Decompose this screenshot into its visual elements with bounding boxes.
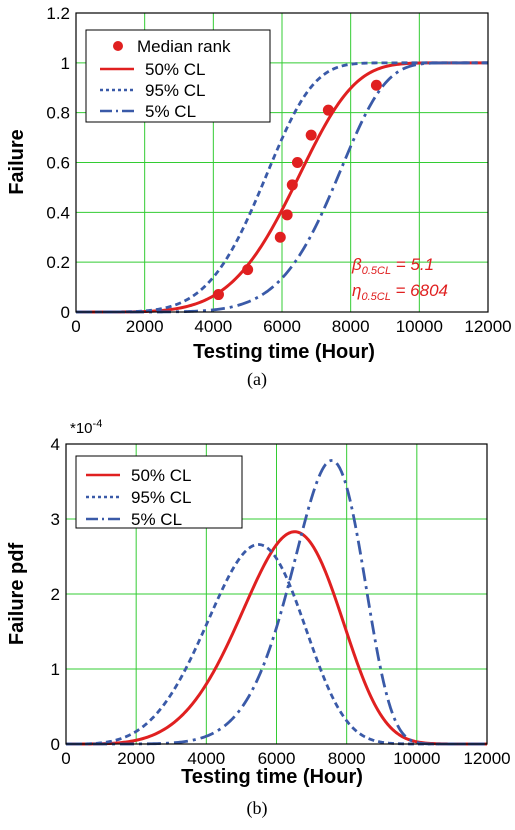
eta-annotation: η0.5CL = 6804: [352, 281, 448, 303]
x-tick-label: 4000: [194, 317, 232, 336]
y-tick-label: 0: [61, 303, 70, 322]
y-tick-label: 1: [51, 660, 60, 679]
x-tick-label: 4000: [187, 749, 225, 768]
y-axis-title-b: Failure pdf: [6, 543, 28, 646]
median-rank-point: [274, 231, 286, 243]
beta-annotation: β0.5CL = 5.1: [351, 255, 434, 277]
y-tick-label: 3: [51, 510, 60, 529]
legend-box-b: [75, 455, 243, 529]
y-tick-label: 2: [51, 585, 60, 604]
eta-symbol: η: [352, 281, 361, 300]
x-tick-label: 8000: [332, 317, 370, 336]
legend-label-50cl: 50% CL: [145, 60, 205, 79]
tick-labels-a: 0 2000 4000 6000 8000 10000 12000 0 0.2 0.4 0.6 0.8…: [46, 4, 511, 336]
y-tick-label: 0.4: [46, 203, 70, 222]
series-5-cl-b: [66, 459, 487, 746]
beta-symbol: β: [351, 255, 362, 274]
failure-pdf-chart: *10-4 0 2000 4000 6000 8000 10000 12000 0 1 2 3 4 5…: [6, 418, 511, 819]
legend-label-median-rank: Median rank: [137, 37, 231, 56]
y-multiplier-base: *10: [70, 420, 93, 437]
median-rank-point: [291, 157, 303, 168]
y-tick-label: 1: [61, 54, 70, 73]
eta-value: = 6804: [391, 281, 448, 300]
y-tick-label: 4: [51, 435, 60, 454]
legend-label-95cl: 95% CL: [145, 81, 205, 100]
legend-label-50cl-b: 50% CL: [131, 466, 191, 485]
legend-label-5cl: 5% CL: [145, 102, 196, 121]
y-tick-label: 1.2: [46, 4, 70, 23]
x-tick-label: 12000: [464, 317, 511, 336]
x-tick-label: 6000: [258, 749, 296, 768]
x-tick-label: 0: [71, 317, 80, 336]
x-tick-label: 0: [61, 749, 70, 768]
x-axis-title-b: Testing time (Hour): [181, 766, 363, 788]
x-tick-label: 6000: [263, 317, 301, 336]
x-tick-label: 10000: [396, 317, 443, 336]
x-tick-label: 2000: [126, 317, 164, 336]
y-tick-label: 0.8: [46, 104, 70, 123]
series-layer-b: [66, 459, 487, 746]
failure-cdf-chart: 0 2000 4000 6000 8000 10000 12000 0 0.2 0.4 0.6 0.8…: [6, 4, 512, 390]
x-tick-label: 8000: [328, 749, 366, 768]
caption-a: (a): [247, 369, 267, 390]
y-multiplier-label: *10-4: [70, 418, 102, 437]
plot-frame-b: [65, 443, 488, 745]
y-multiplier-exp: -4: [93, 418, 103, 430]
legend-label-5cl-b: 5% CL: [131, 510, 182, 529]
legend-marker-median-rank: [113, 41, 123, 51]
series-95-cl-b: [66, 543, 487, 746]
median-rank-point: [370, 79, 382, 91]
plot-frame-a: [75, 12, 489, 313]
legend-b: 50% CL 95% CL 5% CL: [75, 455, 243, 529]
y-tick-label: 0: [51, 735, 60, 754]
beta-subscript: 0.5CL: [362, 265, 391, 277]
x-tick-label: 10000: [393, 749, 440, 768]
y-tick-label: 0.6: [46, 154, 70, 173]
x-tick-label: 2000: [117, 749, 155, 768]
x-axis-title-a: Testing time (Hour): [193, 341, 375, 363]
tick-labels-b: 0 2000 4000 6000 8000 10000 12000 0 1 2 3 4: [51, 435, 511, 768]
median-rank-point: [281, 209, 293, 221]
y-tick-label: 0.2: [46, 253, 70, 272]
legend-label-95cl-b: 95% CL: [131, 488, 191, 507]
caption-b: (b): [247, 798, 268, 819]
beta-value: = 5.1: [391, 255, 434, 274]
series-95-cl-a: [76, 61, 488, 314]
legend-a: Median rank 50% CL 95% CL 5% CL: [85, 29, 271, 123]
y-axis-title-a: Failure: [6, 129, 28, 195]
median-rank-point: [305, 129, 317, 141]
eta-subscript: 0.5CL: [361, 291, 390, 303]
x-tick-label: 12000: [463, 749, 510, 768]
series-50-cl-b: [66, 530, 487, 746]
